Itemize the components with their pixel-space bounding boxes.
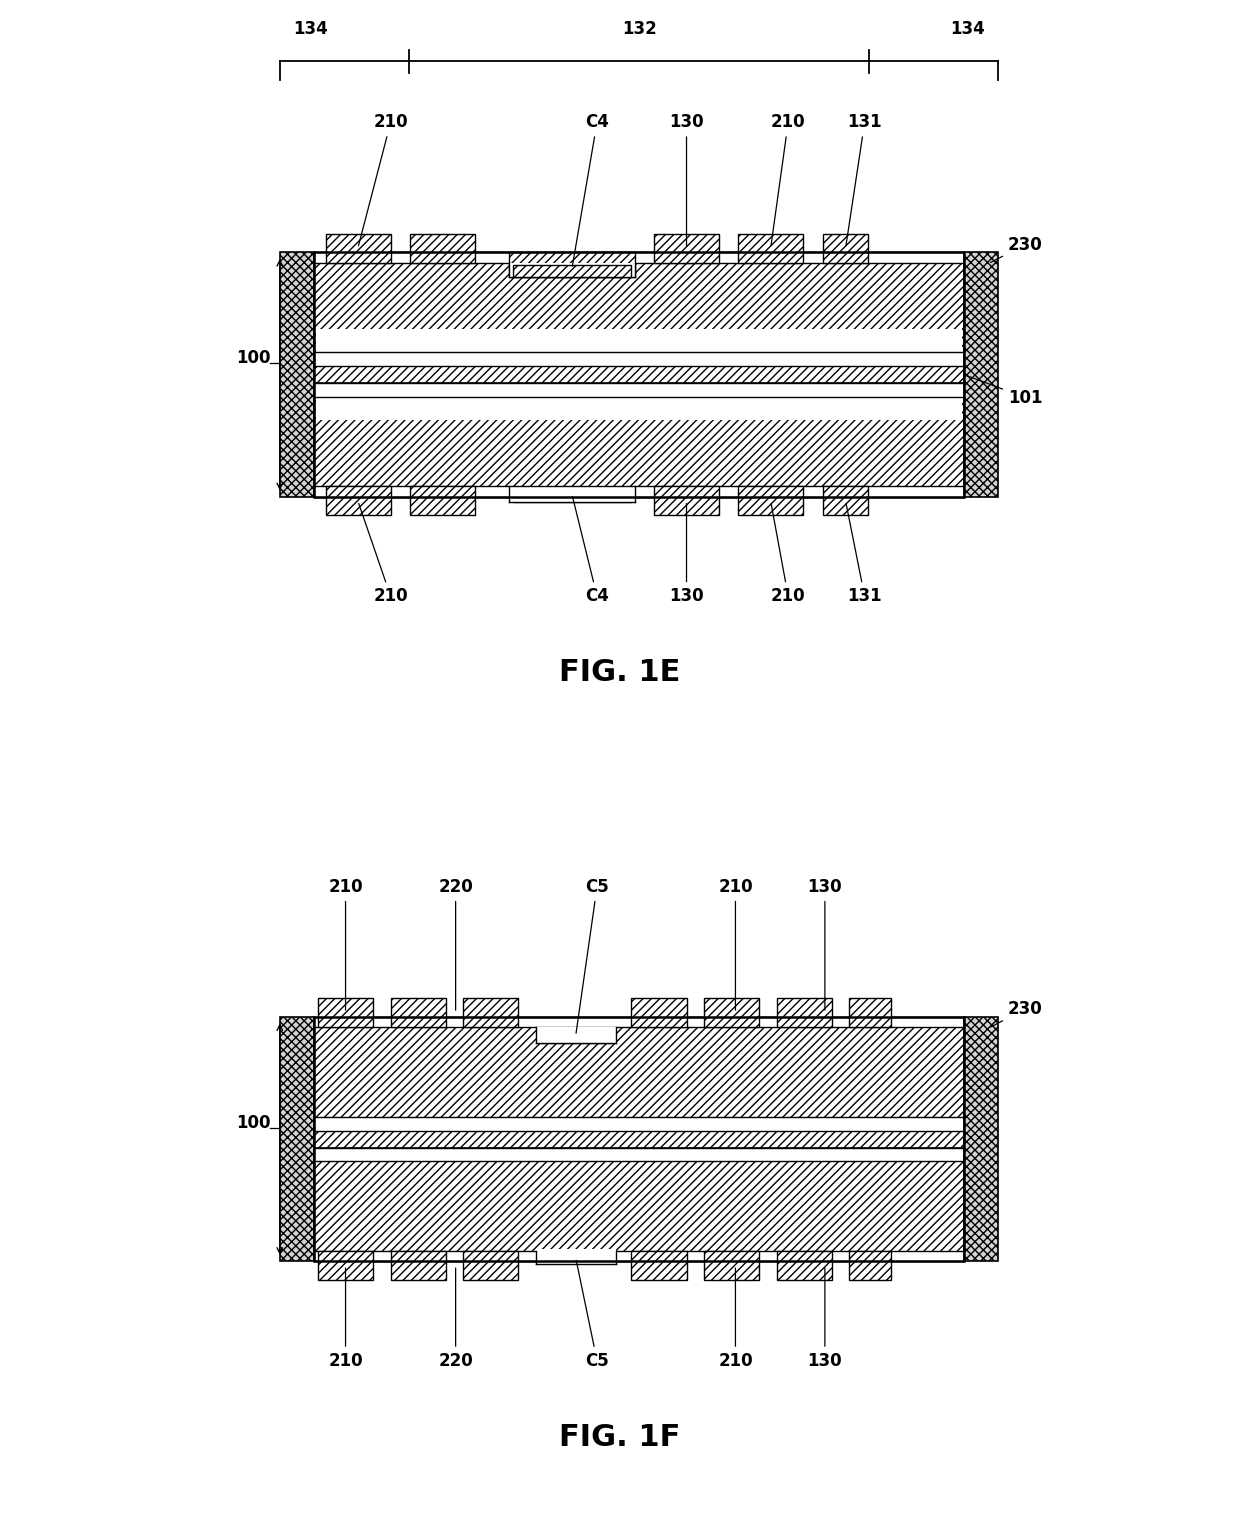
- Bar: [326, 486, 391, 515]
- Text: C4: C4: [573, 497, 609, 605]
- Bar: [314, 1147, 963, 1261]
- Text: 134: 134: [951, 20, 986, 38]
- Bar: [464, 998, 518, 1027]
- Bar: [314, 252, 963, 365]
- Bar: [316, 330, 962, 353]
- Text: 134: 134: [293, 20, 327, 38]
- Bar: [464, 1251, 518, 1280]
- Bar: [822, 234, 868, 263]
- Text: 130: 130: [670, 503, 704, 605]
- Text: 230: 230: [991, 1000, 1043, 1027]
- Bar: [314, 365, 963, 382]
- Bar: [776, 998, 832, 1027]
- Text: 210: 210: [718, 1268, 753, 1370]
- Bar: [326, 234, 391, 263]
- Bar: [539, 1252, 613, 1264]
- Bar: [655, 234, 719, 263]
- Bar: [314, 1251, 963, 1261]
- Bar: [539, 1031, 613, 1043]
- Bar: [317, 1251, 373, 1280]
- Bar: [409, 234, 475, 263]
- Text: C5: C5: [577, 878, 609, 1034]
- Text: 210: 210: [771, 113, 806, 246]
- Bar: [963, 1017, 998, 1261]
- Text: FIG. 1F: FIG. 1F: [559, 1423, 681, 1451]
- Bar: [280, 252, 314, 497]
- Bar: [631, 998, 687, 1027]
- Text: C5: C5: [577, 1260, 609, 1370]
- Bar: [963, 252, 998, 497]
- Bar: [510, 251, 635, 277]
- Bar: [536, 1249, 616, 1266]
- Text: 220: 220: [438, 1268, 472, 1370]
- Bar: [314, 252, 963, 497]
- Bar: [704, 1251, 759, 1280]
- Bar: [409, 486, 475, 515]
- Bar: [314, 1116, 963, 1131]
- Bar: [316, 398, 962, 420]
- Text: 210: 210: [771, 503, 806, 605]
- Bar: [536, 1027, 616, 1043]
- Text: FIG. 1E: FIG. 1E: [559, 659, 681, 687]
- Text: 100: 100: [236, 349, 270, 367]
- Text: 130: 130: [807, 1268, 842, 1370]
- Text: 220: 220: [438, 878, 472, 1011]
- Bar: [317, 998, 373, 1027]
- Text: 101: 101: [967, 376, 1043, 407]
- Bar: [314, 1147, 963, 1162]
- Text: C4: C4: [573, 113, 609, 266]
- Bar: [280, 1017, 314, 1261]
- Bar: [314, 1017, 963, 1261]
- Bar: [314, 486, 963, 497]
- Text: 210: 210: [329, 1268, 363, 1370]
- Bar: [776, 1251, 832, 1280]
- Bar: [314, 353, 963, 365]
- Text: 130: 130: [670, 113, 704, 246]
- Bar: [314, 382, 963, 497]
- Bar: [849, 998, 892, 1027]
- Bar: [513, 489, 631, 502]
- Bar: [849, 1251, 892, 1280]
- Bar: [739, 234, 804, 263]
- Text: 130: 130: [807, 878, 842, 1011]
- Bar: [314, 1017, 963, 1131]
- Bar: [510, 263, 635, 277]
- Text: 210: 210: [358, 503, 408, 605]
- Bar: [391, 998, 445, 1027]
- Bar: [513, 265, 631, 277]
- Bar: [314, 1131, 963, 1147]
- Text: 210: 210: [358, 113, 408, 246]
- Bar: [391, 1251, 445, 1280]
- Bar: [314, 252, 963, 263]
- Bar: [314, 382, 963, 396]
- Bar: [510, 488, 635, 503]
- Text: 210: 210: [718, 878, 753, 1011]
- Text: 131: 131: [846, 503, 882, 605]
- Text: 230: 230: [991, 235, 1043, 263]
- Text: 131: 131: [846, 113, 882, 246]
- Bar: [739, 486, 804, 515]
- Bar: [314, 1017, 963, 1027]
- Bar: [822, 486, 868, 515]
- Bar: [631, 1251, 687, 1280]
- Text: 100: 100: [236, 1113, 270, 1131]
- Bar: [655, 486, 719, 515]
- Text: 210: 210: [329, 878, 363, 1011]
- Text: 132: 132: [621, 20, 656, 38]
- Bar: [704, 998, 759, 1027]
